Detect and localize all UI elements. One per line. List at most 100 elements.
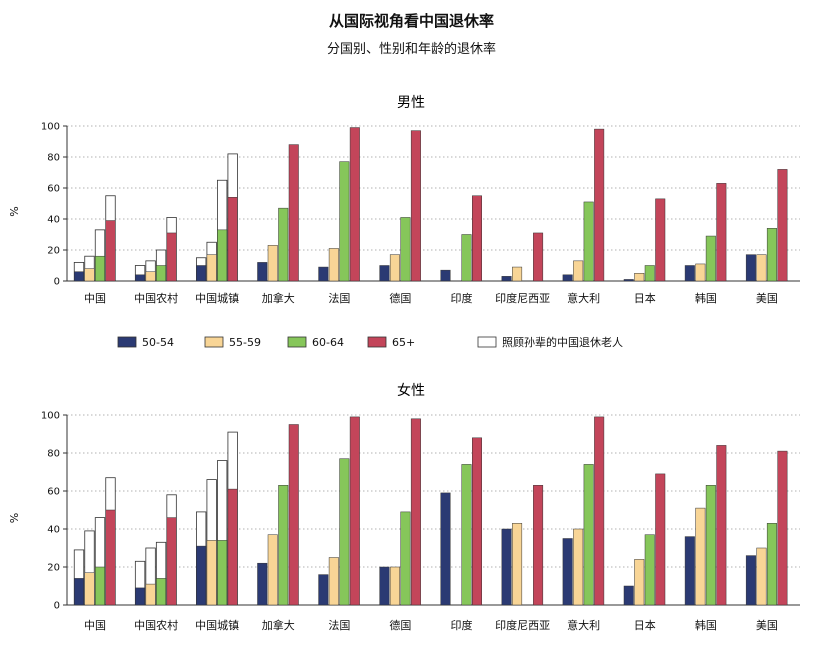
bar-50-54 xyxy=(196,545,207,606)
legend-label: 65+ xyxy=(392,336,415,349)
bar-55-59 xyxy=(634,559,645,606)
bar-65+ xyxy=(594,128,605,282)
panel-title: 男性 xyxy=(397,95,425,111)
bar-65+ xyxy=(777,450,788,606)
bar-55-59 xyxy=(634,273,645,282)
bar-60-64 xyxy=(766,523,777,606)
legend-swatch-50-54 xyxy=(117,336,137,348)
bar-50-54 xyxy=(623,585,634,606)
bar-65+ xyxy=(105,509,116,606)
bar-60-64 xyxy=(766,228,777,282)
bar-60-64 xyxy=(217,229,228,282)
x-tick-label: 日本 xyxy=(634,618,656,632)
x-tick-label: 韩国 xyxy=(695,291,717,305)
bar-55-59 xyxy=(512,266,523,282)
bar-50-54 xyxy=(562,274,573,282)
y-tick-label: 0 xyxy=(54,277,60,288)
x-tick-label: 中国城镇 xyxy=(195,618,239,632)
x-tick-label: 印度 xyxy=(451,618,473,632)
y-axis-label: % xyxy=(8,206,21,216)
bar-55-59 xyxy=(328,557,339,606)
bar-50-54 xyxy=(501,276,512,282)
bar-50-54 xyxy=(74,271,84,282)
bar-55-59 xyxy=(145,583,156,606)
bar-55-59 xyxy=(389,254,400,282)
bar-65+ xyxy=(472,437,482,606)
legend-swatch-55-59 xyxy=(204,336,224,348)
x-tick-label: 意大利 xyxy=(567,618,600,632)
bar-60-64 xyxy=(95,255,105,282)
bar-50-54 xyxy=(196,265,207,282)
bar-55-59 xyxy=(573,260,584,282)
y-tick-label: 100 xyxy=(41,411,60,422)
bar-65+ xyxy=(533,232,544,282)
panel-1: 男性% 0 20 40 60 80 100 中国 中国农村 中国城镇 加拿大 法国 德国 印度 印度尼西亚 意… xyxy=(8,95,800,305)
bar-65+ xyxy=(349,127,360,282)
bar-50-54 xyxy=(135,587,146,606)
x-tick-label: 加拿大 xyxy=(262,618,295,632)
bar-50-54 xyxy=(379,265,390,282)
bar-60-64 xyxy=(278,207,289,282)
bar-55-59 xyxy=(84,268,95,282)
bar-50-54 xyxy=(257,262,268,282)
bar-65+ xyxy=(533,485,544,606)
bar-65+ xyxy=(227,197,238,282)
bar-50-54 xyxy=(257,562,268,606)
bar-60-64 xyxy=(156,578,167,606)
bar-60-64 xyxy=(339,458,350,606)
y-tick-label: 60 xyxy=(47,184,60,195)
y-tick-label: 80 xyxy=(47,153,60,164)
bar-65+ xyxy=(166,517,177,606)
bar-55-59 xyxy=(573,528,584,606)
y-tick-label: 20 xyxy=(47,246,60,257)
bar-60-64 xyxy=(400,217,411,282)
bar-65+ xyxy=(594,416,605,606)
legend-label: 50-54 xyxy=(142,336,174,349)
x-tick-label: 美国 xyxy=(756,292,778,305)
bar-55-59 xyxy=(756,254,767,282)
y-tick-label: 40 xyxy=(47,525,60,536)
bar-55-59 xyxy=(145,271,156,282)
legend-swatch-60-64 xyxy=(287,336,307,348)
bar-60-64 xyxy=(156,265,167,282)
y-tick-label: 60 xyxy=(47,487,60,498)
bar-60-64 xyxy=(705,485,716,606)
bar-50-54 xyxy=(440,269,451,282)
bar-50-54 xyxy=(745,555,756,606)
x-tick-label: 法国 xyxy=(328,618,350,632)
x-tick-label: 中国农村 xyxy=(134,291,178,305)
bar-60-64 xyxy=(583,464,594,606)
x-tick-label: 印度尼西亚 xyxy=(495,618,550,632)
bar-65+ xyxy=(716,445,727,606)
bar-65+ xyxy=(288,144,299,282)
bar-55-59 xyxy=(695,507,706,606)
bar-55-59 xyxy=(267,245,278,282)
x-tick-label: 中国 xyxy=(84,292,106,305)
bar-55-59 xyxy=(756,547,767,606)
bar-60-64 xyxy=(278,485,289,606)
bar-50-54 xyxy=(684,536,695,606)
bar-50-54 xyxy=(379,566,390,606)
bar-65+ xyxy=(655,198,666,282)
x-tick-label: 印度 xyxy=(451,291,473,305)
bar-50-54 xyxy=(74,578,84,606)
chart-title: 从国际视角看中国退休率 xyxy=(328,12,494,30)
x-tick-label: 韩国 xyxy=(695,618,717,632)
x-tick-label: 印度尼西亚 xyxy=(495,291,550,305)
bar-60-64 xyxy=(705,235,716,282)
x-tick-label: 德国 xyxy=(389,291,411,305)
bar-60-64 xyxy=(644,534,655,606)
bar-60-64 xyxy=(461,234,472,282)
bar-55-59 xyxy=(512,523,523,606)
bar-55-59 xyxy=(84,572,95,606)
bar-60-64 xyxy=(644,265,655,282)
y-tick-label: 20 xyxy=(47,563,60,574)
bar-60-64 xyxy=(583,201,594,282)
bar-65+ xyxy=(227,488,238,606)
panel-2: 女性% 0 20 40 60 80 100 中国 中国农村 中国城镇 加拿大 法国 德国 印度 印度尼西亚 意… xyxy=(8,382,800,632)
bar-50-54 xyxy=(745,254,756,282)
x-tick-label: 中国农村 xyxy=(134,618,178,632)
bar-55-59 xyxy=(328,248,339,282)
x-tick-label: 中国 xyxy=(84,619,106,632)
x-tick-label: 加拿大 xyxy=(262,291,295,305)
